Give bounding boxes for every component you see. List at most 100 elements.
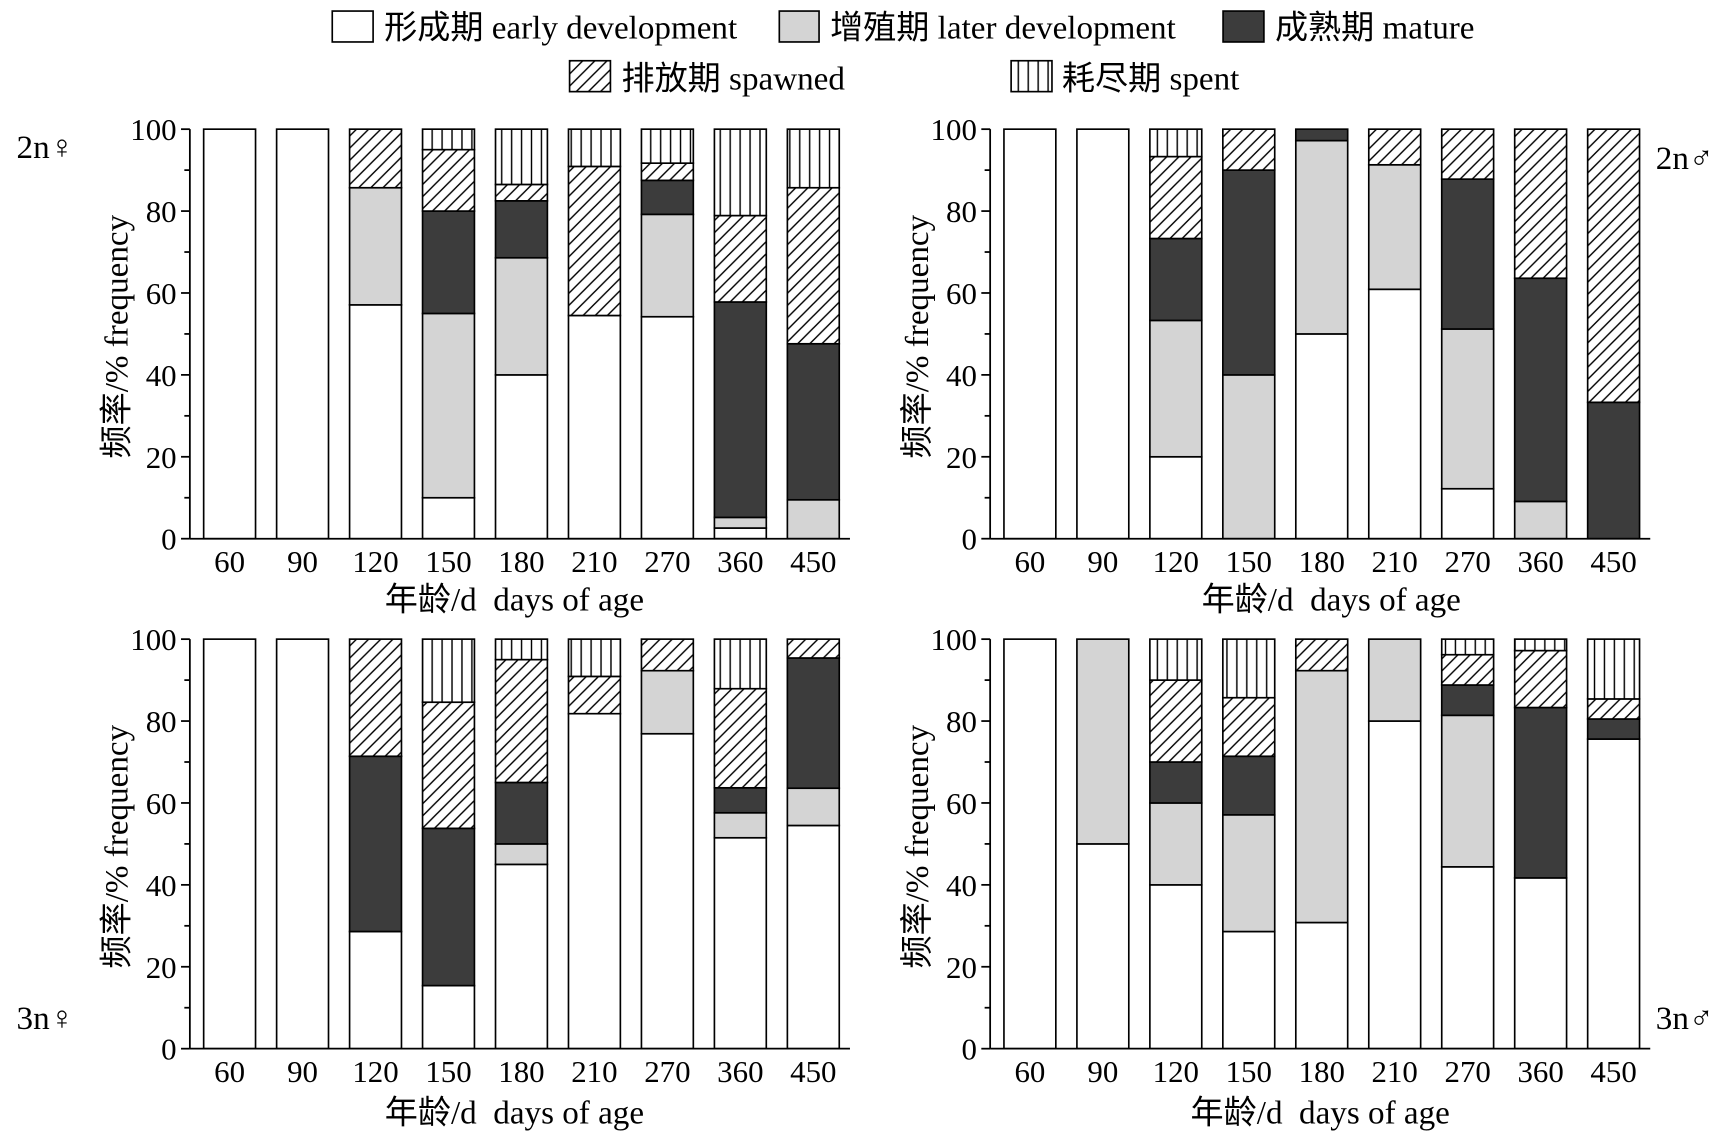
bar-150-spawned-segment [1222,128,1276,171]
legend-item-early-development: 形成期 early development [331,10,737,47]
bar-120-mature-segment [1149,237,1203,322]
bar-210 [1367,128,1422,540]
bar-120-spawned-segment [348,128,403,189]
y-axis-title: 频率/% frequency [99,724,136,968]
bar-270 [640,128,695,540]
y-tick-label: 0 [961,1032,976,1067]
x-tick-label: 210 [1372,1054,1418,1089]
legend-item-spent: 耗尽期 spent [1010,59,1240,97]
bar-60-early-development-segment [1003,128,1057,540]
bar-360-spent-segment [1513,638,1568,652]
x-tick-label: 450 [790,544,836,579]
x-tick-label: 270 [1445,1054,1491,1089]
y-tick-label: 20 [946,950,977,985]
bar-360-early-development-segment [713,527,768,540]
x-tick-label: 270 [644,544,690,579]
bar-270-early-development-segment [640,732,695,1050]
bar-150-spent-segment [1222,638,1276,699]
bar-180-spent-segment [494,638,549,661]
x-tick-label: 210 [571,1054,617,1089]
legend-label: 形成期 early development [384,10,737,47]
bar-120 [1149,128,1203,540]
bar-450 [786,128,841,540]
bar-180-spent-segment [494,128,549,186]
bar-150-spawned-segment [421,701,476,830]
bar-210-later-development-segment [1367,163,1422,291]
bar-360-spawned-segment [1513,128,1568,280]
x-tick-label: 60 [1014,544,1045,579]
bar-120 [348,638,403,1050]
bar-120-early-development-segment [1149,455,1203,540]
x-tick-label: 360 [1517,544,1563,579]
bar-210 [567,128,622,540]
y-tick-label: 20 [946,440,977,475]
bar-210-spawned-segment [567,165,622,317]
x-tick-label: 180 [1299,544,1345,579]
bar-360-spawned-segment [713,687,768,789]
bar-120-mature-segment [1149,761,1203,804]
bar-360 [713,638,768,1050]
x-tick-label: 270 [1445,544,1491,579]
bar-210-early-development-segment [1367,288,1422,540]
bar-450 [1586,128,1641,540]
bar-120-spawned-segment [1149,155,1203,240]
x-axis-title: 年龄/d days of age [1202,581,1461,618]
x-tick-label: 90 [1087,1054,1118,1089]
bar-450-spawned-segment [1586,698,1641,720]
x-tick-label: 90 [287,544,318,579]
bar-180-mature-segment [494,781,549,845]
bar-120-spent-segment [1149,128,1203,158]
bar-150-later-development-segment [1222,814,1276,933]
y-tick-label: 100 [931,112,977,147]
bar-270-spent-segment [640,128,695,164]
x-tick-label: 450 [1590,544,1636,579]
x-tick-label: 150 [425,544,471,579]
bar-150-mature-segment [421,210,476,315]
x-tick-label: 180 [498,544,544,579]
x-tick-label: 120 [1153,1054,1199,1089]
x-tick-label: 150 [1226,544,1272,579]
bar-90-early-development-segment [275,638,330,1050]
x-axis-title: 年龄/d days of age [385,1095,644,1132]
x-tick-label: 60 [214,544,245,579]
bar-270-early-development-segment [1440,866,1495,1050]
legend-swatch-later-development [778,10,820,43]
bar-360-early-development-segment [1513,877,1568,1050]
bar-180 [494,128,549,540]
bar-450-spent-segment [1586,638,1641,700]
bar-450-spawned-segment [1586,128,1641,404]
y-axis-title: 频率/% frequency [899,214,936,458]
x-tick-label: 90 [1087,544,1118,579]
bar-150-early-development-segment [421,496,476,540]
bar-180 [1294,638,1349,1050]
y-tick-label: 40 [146,868,177,903]
plot-area: 60 90 120 150 180 210 270 360 450 0 20 40 60 80 100 [130,112,850,579]
legend-label: 耗尽期 spent [1062,60,1240,97]
bar-180-later-development-segment [494,843,549,866]
y-tick-label: 80 [946,194,977,229]
y-tick-label: 0 [961,522,976,557]
bar-150 [421,638,476,1050]
bar-210-spent-segment [567,638,622,678]
bar-450-spawned-segment [786,186,841,345]
bar-270-early-development-segment [640,315,695,540]
y-tick-label: 40 [946,358,977,393]
bar-120 [348,128,403,540]
x-tick-label: 360 [717,544,763,579]
panel-label: 2n♂ [1656,140,1714,177]
y-tick-label: 60 [946,276,977,311]
bar-60 [1003,128,1057,540]
legend: 形成期 early development 增殖期 later developm… [331,10,1474,97]
bar-270-later-development-segment [640,669,695,735]
bar-180-later-development-segment [1294,139,1349,335]
y-tick-label: 0 [161,1032,176,1067]
bar-210 [1367,638,1422,1050]
bar-270-later-development-segment [640,213,695,318]
x-tick-label: 210 [571,544,617,579]
x-tick-label: 150 [425,1054,471,1089]
x-tick-label: 120 [352,544,398,579]
bar-90 [1076,128,1130,540]
bar-450-later-development-segment [786,787,841,827]
bar-60 [202,128,257,540]
bar-150 [1222,128,1276,540]
